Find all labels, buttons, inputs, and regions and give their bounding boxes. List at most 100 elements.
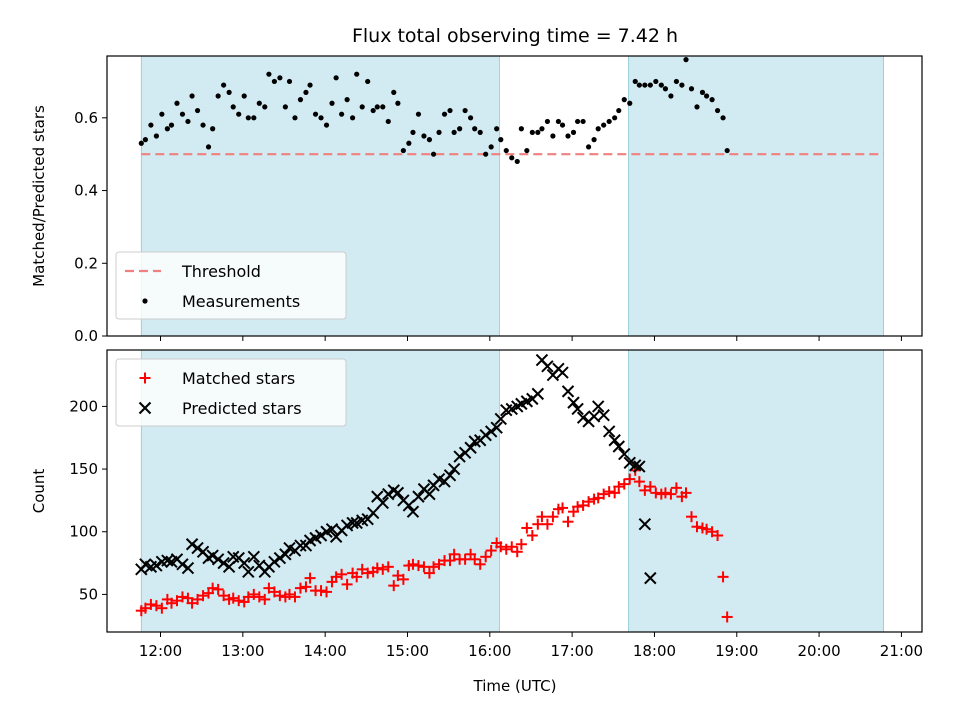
top-measurements-point	[286, 78, 293, 85]
bottom-matched-stars-point	[248, 588, 260, 600]
top-measurements-point	[344, 97, 350, 103]
bottom-matched-stars-point	[650, 487, 662, 499]
top-legend-measurements-label: Measurements	[182, 292, 300, 311]
top-measurements-point	[606, 118, 612, 125]
top-measurements-point	[307, 82, 313, 88]
top-measurements-point	[503, 147, 509, 154]
bottom-predicted-stars-point	[443, 469, 457, 482]
bottom-predicted-stars-point	[176, 558, 189, 571]
bottom-predicted-stars-point	[211, 553, 225, 566]
top-measurements-point	[221, 82, 227, 88]
top-measurements-point	[230, 104, 236, 110]
bottom-matched-stars-point	[423, 567, 435, 579]
top-measurements-point	[430, 151, 437, 157]
top-legend: Threshold Measurements	[115, 251, 347, 320]
top-measurements-point	[226, 89, 232, 95]
bottom-predicted-stars-point	[314, 529, 328, 542]
top-measurements-point	[245, 115, 251, 121]
bottom-matched-stars-point	[253, 591, 265, 603]
top-measurements-point	[266, 71, 272, 77]
top-measurements-point	[559, 122, 566, 128]
top-measurements-point	[236, 111, 242, 117]
top-measurements-point	[518, 126, 524, 132]
bottom-legend-predicted-stars-swatch	[138, 401, 152, 415]
bottom-matched-stars-point	[480, 551, 492, 563]
top-measurements-point	[400, 147, 406, 154]
top-measurements-point	[282, 104, 288, 110]
bottom-matched-stars-point	[388, 580, 400, 592]
bottom-matched-stars-point	[613, 481, 625, 493]
bottom-predicted-stars-point	[638, 518, 652, 531]
top-measurements-point	[174, 100, 180, 106]
bottom-matched-stars-point	[448, 548, 460, 560]
x-tick-label: 20:00	[797, 642, 840, 660]
top-measurements-point	[524, 147, 530, 154]
bottom-matched-stars-point	[145, 598, 157, 610]
bottom-predicted-stars-point	[633, 460, 646, 473]
bottom-matched-stars-point	[341, 578, 353, 590]
top-measurements-point	[709, 97, 715, 103]
bottom-predicted-stars-point	[561, 385, 575, 398]
bottom-matched-stars-point	[665, 488, 677, 500]
top-measurements-point	[271, 78, 277, 85]
bottom-predicted-stars-point	[591, 400, 605, 413]
bottom-predicted-stars-point	[294, 539, 307, 552]
bottom-predicted-stars-point	[406, 505, 420, 518]
bottom-matched-stars-point	[670, 482, 682, 494]
bottom-matched-stars-point	[521, 522, 533, 534]
top-measurements-point	[148, 122, 154, 128]
top-measurements-point	[241, 93, 247, 99]
bottom-matched-stars-point	[150, 600, 162, 612]
top-measurements-point	[488, 144, 494, 150]
bottom-matched-stars-point	[557, 502, 569, 514]
bottom-predicted-stars-point	[597, 408, 610, 422]
bottom-matched-stars-point	[485, 545, 497, 557]
top-y-tick-label: 0.6	[74, 109, 98, 127]
bottom-legend-predicted-stars-label: Predicted stars	[182, 399, 302, 418]
bottom-matched-stars-point	[289, 591, 301, 603]
top-measurements-point	[494, 126, 500, 132]
top-measurements-point	[385, 118, 391, 125]
top-measurements-point	[720, 115, 726, 121]
top-measurements-point	[179, 111, 186, 117]
top-measurements-point	[312, 111, 319, 117]
bottom-predicted-stars-point	[346, 516, 359, 530]
bottom-predicted-stars-point	[206, 549, 219, 562]
bottom-matched-stars-point	[459, 553, 471, 565]
top-measurements-point	[391, 89, 397, 95]
top-measurements-point	[591, 137, 597, 143]
top-measurements-point	[647, 82, 653, 88]
bottom-matched-stars-point	[603, 486, 615, 498]
bottom-predicted-stars-point	[612, 440, 625, 453]
bottom-matched-stars-point	[330, 571, 342, 583]
bottom-matched-stars-point	[701, 523, 713, 535]
top-measurements-point	[142, 137, 149, 143]
top-measurements-point	[436, 129, 442, 135]
bottom-legend-matched-stars-swatch	[139, 372, 151, 384]
top-measurements-point	[380, 104, 386, 110]
bottom-matched-stars-point	[495, 541, 507, 553]
bottom-predicted-stars-point	[412, 490, 425, 503]
bottom-matched-stars-point	[572, 501, 584, 513]
bottom-matched-stars-point	[583, 496, 595, 508]
top-measurements-point	[210, 126, 216, 132]
top-measurements-point	[447, 107, 453, 114]
top-measurements-point	[679, 82, 685, 88]
bottom-matched-stars-point	[212, 583, 224, 595]
top-measurements-point	[662, 86, 669, 92]
bottom-matched-stars-point	[315, 585, 327, 597]
bottom-matched-stars-point	[506, 541, 518, 553]
top-measurements-point	[673, 78, 680, 85]
bottom-plot-frame	[106, 349, 923, 633]
x-tick-label: 16:00	[468, 642, 511, 660]
top-measurements-point	[477, 129, 483, 135]
bottom-predicted-stars-point	[242, 565, 255, 579]
bottom-y-tick-label: 50	[79, 585, 98, 603]
top-measurements-point	[699, 89, 706, 95]
bottom-matched-stars-point	[300, 581, 312, 593]
bottom-matched-stars-point	[407, 558, 419, 570]
bottom-matched-stars-point	[156, 602, 168, 614]
top-measurements-point	[426, 137, 433, 143]
x-tick-label: 21:00	[880, 642, 923, 660]
